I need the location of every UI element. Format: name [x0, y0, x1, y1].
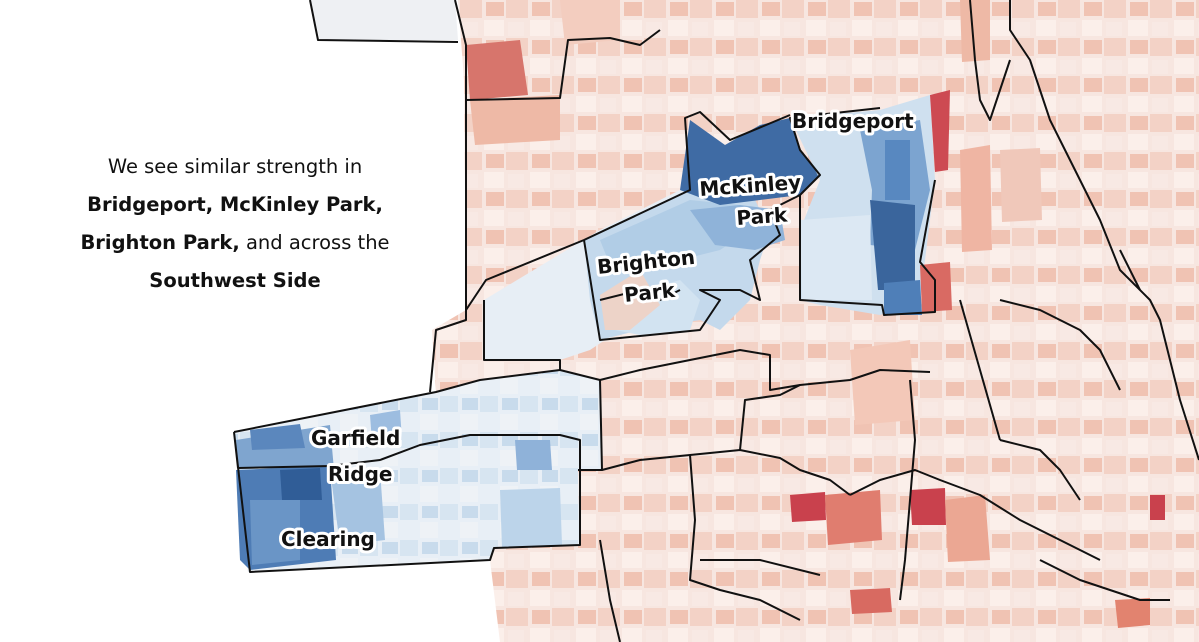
- label-garfield-line2: Ridge: [328, 462, 392, 486]
- label-garfield-line1: Garfield: [311, 426, 400, 450]
- red-precincts: [466, 0, 1165, 628]
- caption-line-4: Southwest Side: [40, 262, 430, 300]
- caption-line-1: We see similar strength in: [107, 155, 363, 178]
- caption-line-2: Bridgeport, McKinley Park,: [40, 186, 430, 224]
- label-mckinley-line2: Park: [736, 202, 789, 230]
- caption-line-3-rest: and across the: [239, 231, 390, 254]
- caption-line-3: Brighton Park, and across the: [40, 224, 430, 262]
- caption-bold-neighborhoods: Bridgeport, McKinley Park,: [87, 193, 383, 216]
- caption-bold-brighton: Brighton Park,: [80, 231, 240, 254]
- map-caption: We see similar strength in Bridgeport, M…: [40, 148, 430, 300]
- label-clearing: Clearing: [281, 527, 375, 551]
- garfield-clearing-region: [236, 410, 562, 570]
- caption-bold-southwest: Southwest Side: [149, 269, 321, 292]
- ward-boundaries: [233, 0, 1199, 642]
- brighton-mckinley-region: [584, 118, 820, 340]
- bridgeport-region: [790, 95, 935, 315]
- label-bridgeport: Bridgeport: [792, 109, 914, 133]
